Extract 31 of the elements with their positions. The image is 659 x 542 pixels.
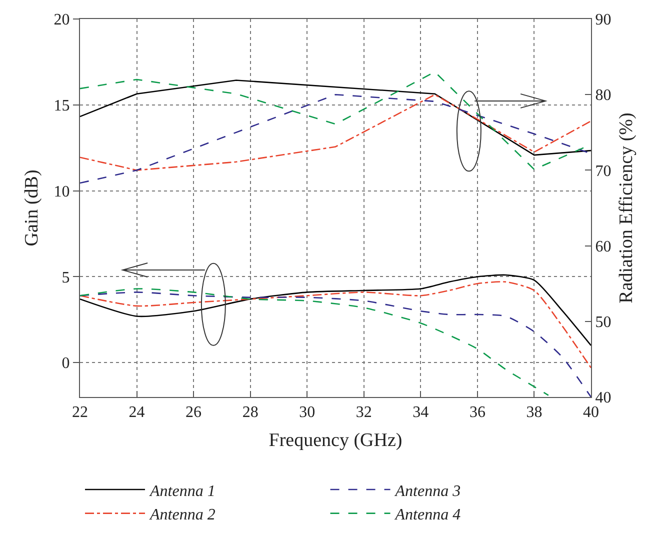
y2-tick-label: 90 [595,12,612,29]
y-tick-label: 10 [54,183,70,200]
line-series [80,274,591,346]
line-series [80,281,591,368]
y2-tick-label: 80 [595,87,612,104]
y2-tick-label: 50 [595,314,612,331]
legend-label: Antenna 3 [394,482,461,500]
x-tick-label: 32 [356,404,372,422]
legend-label: Antenna 1 [149,482,216,500]
y-tick-label: 0 [62,355,70,372]
x-axis-title: Frequency (GHz) [268,430,402,451]
legend-label: Antenna 2 [149,506,216,524]
x-tick-label: 30 [299,404,316,422]
x-tick-label: 34 [412,404,429,422]
y-axis-title: Gain (dB) [22,170,43,246]
x-tick-label: 28 [242,404,258,422]
y2-tick-label: 40 [595,390,612,407]
y2-axis-title: Radiation Efficiency (%) [616,112,637,304]
y-tick-label: 20 [54,12,70,29]
y-tick-label: 5 [62,269,70,286]
y2-tick-label: 60 [595,238,612,256]
x-tick-label: 26 [186,404,202,422]
x-tick-label: 36 [469,404,486,422]
legend-label: Antenna 4 [394,506,461,524]
line-series [80,80,591,156]
x-tick-label: 40 [583,404,599,422]
x-tick-label: 22 [72,404,88,422]
y2-tick-label: 70 [595,162,612,180]
x-tick-label: 38 [526,404,542,422]
y-tick-label: 15 [54,98,70,115]
x-tick-label: 24 [128,404,145,422]
